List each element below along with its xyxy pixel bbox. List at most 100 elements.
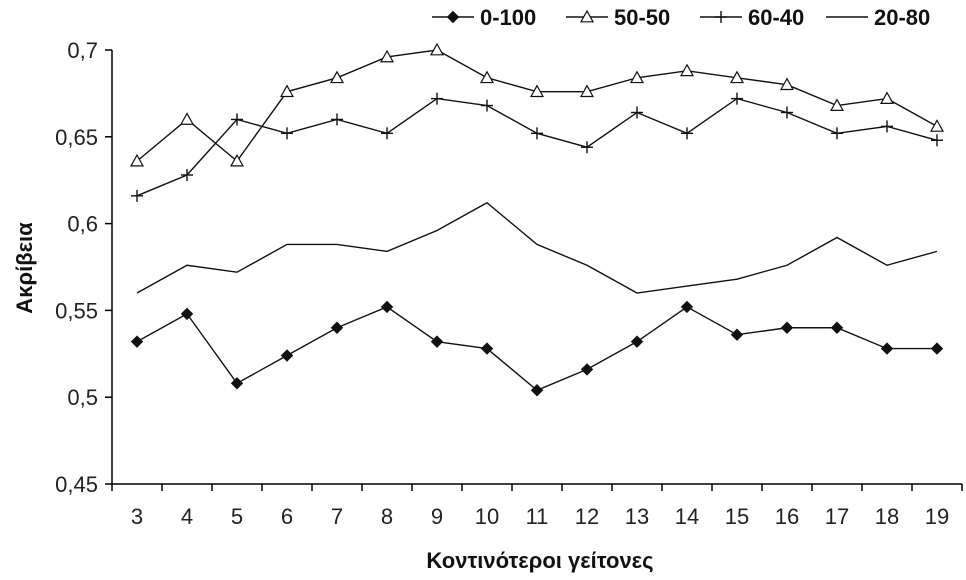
y-tick-label: 0,55 [55, 298, 98, 323]
data-point [331, 113, 343, 126]
x-tick-label: 12 [575, 504, 599, 529]
data-point [481, 99, 493, 112]
y-tick-label: 0,65 [55, 125, 98, 150]
data-point [479, 70, 495, 84]
data-point [280, 349, 294, 362]
legend-item: 60-40 [700, 5, 804, 30]
data-point [230, 377, 244, 390]
series-line [136, 49, 938, 163]
data-point [581, 141, 593, 154]
data-point [430, 335, 444, 348]
data-point [930, 342, 944, 355]
x-tick-label: 4 [181, 504, 193, 529]
data-point [931, 134, 943, 147]
x-tick-label: 16 [775, 504, 799, 529]
legend-label: 50-50 [614, 5, 670, 30]
x-axis-ticks: 3 4 5 6 7 8 9 10 11 12 13 14 15 16 17 18 19 [111, 484, 963, 529]
data-point [131, 189, 143, 202]
data-point [730, 328, 744, 341]
data-point [129, 153, 145, 167]
series-0-100 [130, 300, 944, 397]
data-point [780, 321, 794, 334]
x-tick-label: 19 [925, 504, 949, 529]
data-point [731, 92, 743, 105]
data-point [281, 127, 293, 140]
data-point [530, 384, 544, 397]
x-tick-label: 7 [331, 504, 343, 529]
x-axis-title: Κοντινότεροι γείτονες [426, 548, 653, 573]
data-point [431, 92, 443, 105]
data-point [180, 307, 194, 321]
data-point [680, 300, 694, 314]
y-tick-label: 0,6 [67, 212, 98, 237]
data-point [729, 70, 745, 84]
data-point [929, 119, 945, 132]
legend-label: 60-40 [748, 5, 804, 30]
data-point [279, 84, 295, 98]
legend-item: 50-50 [566, 5, 670, 30]
data-point [179, 112, 195, 125]
data-point [130, 335, 144, 348]
data-point [779, 77, 795, 91]
data-point [531, 127, 543, 140]
series-layer [129, 42, 945, 397]
data-point [681, 127, 693, 140]
data-point [529, 84, 545, 98]
series-line [136, 306, 937, 392]
data-point [631, 106, 643, 119]
data-point [679, 63, 695, 77]
x-tick-label: 15 [725, 504, 749, 529]
series-line [136, 97, 938, 197]
y-tick-label: 0,5 [67, 385, 98, 410]
data-point [380, 300, 394, 314]
data-point [580, 363, 594, 376]
x-tick-label: 18 [875, 504, 899, 529]
y-tick-label: 0,7 [67, 38, 98, 63]
x-tick-label: 10 [475, 504, 499, 529]
data-point [830, 321, 844, 334]
y-axis-title: Ακρίβεια [12, 222, 37, 314]
legend-marker [579, 9, 595, 23]
data-point [831, 127, 843, 140]
data-point [330, 321, 344, 334]
data-point [379, 49, 395, 63]
legend-label: 0-100 [480, 5, 536, 30]
legend-item: 0-100 [432, 5, 536, 30]
series-line [136, 201, 938, 294]
x-tick-label: 6 [281, 504, 293, 529]
data-point [480, 342, 494, 355]
legend-label: 20-80 [874, 5, 930, 30]
legend: 0-100 50-50 60-40 20-80 [432, 5, 930, 30]
series-50-50 [129, 42, 945, 167]
legend-marker [715, 11, 727, 23]
x-tick-label: 8 [381, 504, 393, 529]
data-point [231, 113, 243, 126]
x-tick-label: 13 [625, 504, 649, 529]
data-point [181, 168, 193, 181]
x-tick-label: 9 [431, 504, 443, 529]
x-tick-label: 14 [675, 504, 699, 529]
data-point [579, 84, 595, 98]
data-point [229, 153, 245, 167]
series-60-40 [131, 92, 943, 202]
x-tick-label: 11 [526, 504, 549, 529]
series-20-80 [136, 201, 938, 294]
y-axis-ticks: 0,45 0,5 0,55 0,6 0,65 0,7 [55, 38, 112, 497]
x-tick-label: 5 [231, 504, 243, 529]
data-point [829, 98, 845, 111]
x-tick-label: 3 [131, 504, 143, 529]
data-point [629, 70, 645, 84]
data-point [879, 91, 895, 105]
data-point [329, 70, 345, 84]
data-point [880, 342, 894, 355]
legend-marker [446, 10, 460, 24]
data-point [429, 42, 445, 56]
data-point [381, 127, 393, 140]
x-tick-label: 17 [825, 504, 849, 529]
data-point [630, 335, 644, 348]
legend-item: 20-80 [826, 5, 930, 30]
data-point [781, 106, 793, 119]
axes [111, 50, 962, 485]
y-tick-label: 0,45 [55, 472, 98, 497]
